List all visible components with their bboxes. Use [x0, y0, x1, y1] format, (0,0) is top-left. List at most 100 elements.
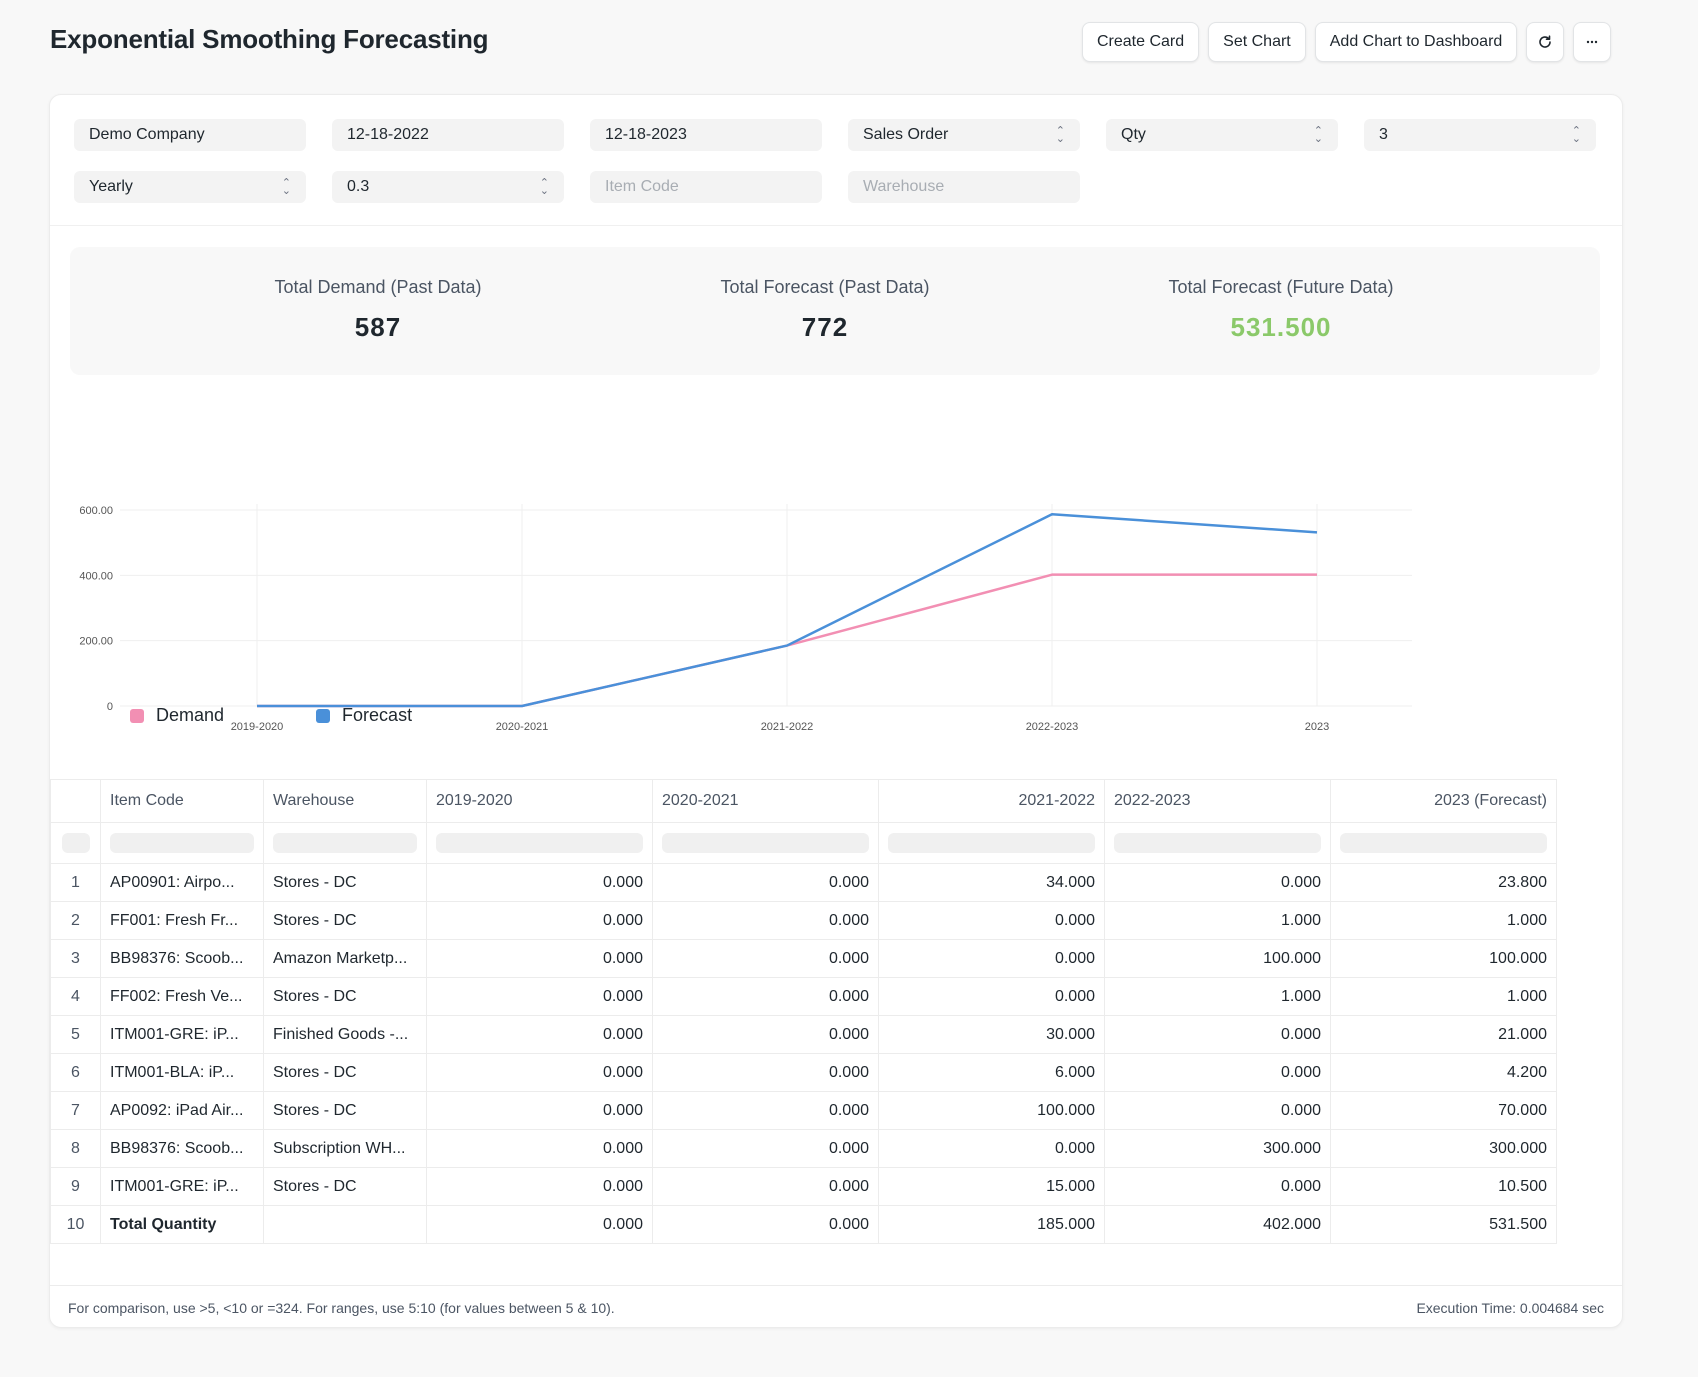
- filter-cell: [878, 822, 1105, 864]
- table-row[interactable]: 2 FF001: Fresh Fr... Stores - DC 0.000 0.000…: [50, 901, 1557, 940]
- warehouse-placeholder: Warehouse: [863, 178, 945, 195]
- value-cell: 100.000: [1104, 939, 1331, 978]
- add-chart-to-dashboard-button[interactable]: Add Chart to Dashboard: [1314, 22, 1518, 62]
- smoothing-constant-select[interactable]: 0.3 ⌃ ⌄: [332, 171, 564, 203]
- table-row[interactable]: 5 ITM001-GRE: iP... Finished Goods -... 0.0…: [50, 1015, 1557, 1054]
- report-summary: Total Demand (Past Data) 587 Total Forec…: [70, 247, 1600, 375]
- value-cell: 0.000: [652, 1167, 879, 1206]
- create-card-button[interactable]: Create Card: [1082, 22, 1200, 62]
- filter-input[interactable]: [662, 833, 869, 853]
- warehouse-field[interactable]: Warehouse: [848, 171, 1080, 203]
- legend-item-forecast[interactable]: Forecast: [316, 705, 412, 726]
- value-cell: 0.000: [652, 1129, 879, 1168]
- value-cell: 0.000: [426, 1015, 653, 1054]
- warehouse-cell: Stores - DC: [263, 1091, 427, 1130]
- column-header-2021-2022[interactable]: 2021-2022: [878, 779, 1105, 823]
- value-cell: 0.000: [1104, 1015, 1331, 1054]
- value-cell: 0.000: [652, 1091, 879, 1130]
- select-arrows-icon: ⌃ ⌄: [539, 177, 549, 197]
- x-tick-label: 2020-2021: [496, 721, 549, 733]
- value-cell: 4.200: [1330, 1053, 1557, 1092]
- warehouse-cell: Amazon Marketp...: [263, 939, 427, 978]
- x-tick-label: 2022-2023: [1026, 721, 1079, 733]
- to-date-field[interactable]: 12-18-2023: [590, 119, 822, 151]
- legend-swatch: [316, 708, 331, 723]
- value-cell: 0.000: [426, 1205, 653, 1244]
- table-row[interactable]: 8 BB98376: Scoob... Subscription WH... 0.00…: [50, 1129, 1557, 1168]
- row-index: 9: [50, 1167, 101, 1206]
- filter-input[interactable]: [436, 833, 643, 853]
- execution-time-text: Execution Time: 0.004684 sec: [1416, 1300, 1604, 1316]
- value-cell: 0.000: [1104, 1167, 1331, 1206]
- select-arrows-icon: ⌃ ⌄: [1571, 125, 1581, 145]
- select-arrows-icon: ⌃ ⌄: [281, 177, 291, 197]
- no-of-years-select[interactable]: 3 ⌃ ⌄: [1364, 119, 1596, 151]
- value-cell: 0.000: [426, 1091, 653, 1130]
- item-code-cell: ITM001-GRE: iP...: [100, 1015, 264, 1054]
- value-cell: 0.000: [426, 977, 653, 1016]
- row-index: 8: [50, 1129, 101, 1168]
- value-cell: 0.000: [652, 901, 879, 940]
- filter-input[interactable]: [61, 833, 90, 853]
- legend-item-demand[interactable]: Demand: [130, 705, 224, 726]
- filter-cell: [426, 822, 653, 864]
- item-code-filter-input[interactable]: [110, 833, 254, 853]
- filter-input[interactable]: [1340, 833, 1547, 853]
- set-chart-button[interactable]: Set Chart: [1208, 22, 1306, 62]
- value-cell: 6.000: [878, 1053, 1105, 1092]
- company-field[interactable]: Demo Company: [74, 119, 306, 151]
- column-header-warehouse[interactable]: Warehouse: [263, 779, 427, 823]
- more-options-button[interactable]: [1573, 22, 1612, 62]
- y-tick-label: 200.00: [79, 636, 113, 648]
- periodicity-value: Yearly: [89, 178, 133, 195]
- table-row[interactable]: 6 ITM001-BLA: iP... Stores - DC 0.000 0.000 6…: [50, 1053, 1557, 1092]
- table-row[interactable]: 7 AP0092: iPad Air... Stores - DC 0.000 0.00…: [50, 1091, 1557, 1130]
- value-cell: 0.000: [426, 1053, 653, 1092]
- from-date-field[interactable]: 12-18-2022: [332, 119, 564, 151]
- table-total-row[interactable]: 10 Total Quantity 0.000 0.000 185.000 402.000…: [50, 1205, 1557, 1244]
- warehouse-cell: Finished Goods -...: [263, 1015, 427, 1054]
- refresh-icon: [1539, 35, 1552, 48]
- refresh-button[interactable]: [1526, 22, 1565, 62]
- legend-label: Forecast: [342, 705, 413, 725]
- column-header-item-code[interactable]: Item Code: [100, 779, 264, 823]
- report-footer: For comparison, use >5, <10 or =324. For…: [50, 1285, 1622, 1327]
- value-cell: 1.000: [1330, 977, 1557, 1016]
- value-cell: 15.000: [878, 1167, 1105, 1206]
- filter-input[interactable]: [888, 833, 1095, 853]
- table-row[interactable]: 1 AP00901: Airpo... Stores - DC 0.000 0.000 3…: [50, 863, 1557, 902]
- value-cell: 0.000: [652, 939, 879, 978]
- based-on-field-select[interactable]: Qty ⌃ ⌄: [1106, 119, 1338, 151]
- row-index: 3: [50, 939, 101, 978]
- filter-input[interactable]: [1114, 833, 1321, 853]
- value-cell: 0.000: [878, 939, 1105, 978]
- summary-total-forecast-past: Total Forecast (Past Data) 772: [675, 277, 975, 343]
- y-tick-label: 600.00: [79, 505, 113, 517]
- value-cell: 1.000: [1104, 977, 1331, 1016]
- value-cell: 531.500: [1330, 1205, 1557, 1244]
- column-header-2023-forecast[interactable]: 2023 (Forecast): [1330, 779, 1557, 823]
- based-on-document-select[interactable]: Sales Order ⌃ ⌄: [848, 119, 1080, 151]
- table-row[interactable]: 4 FF002: Fresh Ve... Stores - DC 0.000 0.000…: [50, 977, 1557, 1016]
- value-cell: 185.000: [878, 1205, 1105, 1244]
- value-cell: 100.000: [1330, 939, 1557, 978]
- row-index: 10: [50, 1205, 101, 1244]
- warehouse-filter-input[interactable]: [273, 833, 417, 853]
- column-header-2020-2021[interactable]: 2020-2021: [652, 779, 879, 823]
- value-cell: 0.000: [1104, 1053, 1331, 1092]
- legend-swatch: [130, 708, 144, 723]
- select-arrows-icon: ⌃ ⌄: [1313, 125, 1323, 145]
- summary-value: 772: [801, 312, 849, 342]
- table-row[interactable]: 3 BB98376: Scoob... Amazon Marketp... 0.000…: [50, 939, 1557, 978]
- value-cell: 402.000: [1104, 1205, 1331, 1244]
- warehouse-cell: [263, 1205, 427, 1244]
- periodicity-select[interactable]: Yearly ⌃ ⌄: [74, 171, 306, 203]
- column-header-2019-2020[interactable]: 2019-2020: [426, 779, 653, 823]
- report-card: Demo Company 12-18-2022 12-18-2023 Sales…: [49, 94, 1623, 1328]
- item-code-cell: FF002: Fresh Ve...: [100, 977, 264, 1016]
- column-header-2022-2023[interactable]: 2022-2023: [1104, 779, 1331, 823]
- table-row[interactable]: 9 ITM001-GRE: iP... Stores - DC 0.000 0.000 1…: [50, 1167, 1557, 1206]
- value-cell: 70.000: [1330, 1091, 1557, 1130]
- from-date-value: 12-18-2022: [347, 126, 429, 143]
- item-code-field[interactable]: Item Code: [590, 171, 822, 203]
